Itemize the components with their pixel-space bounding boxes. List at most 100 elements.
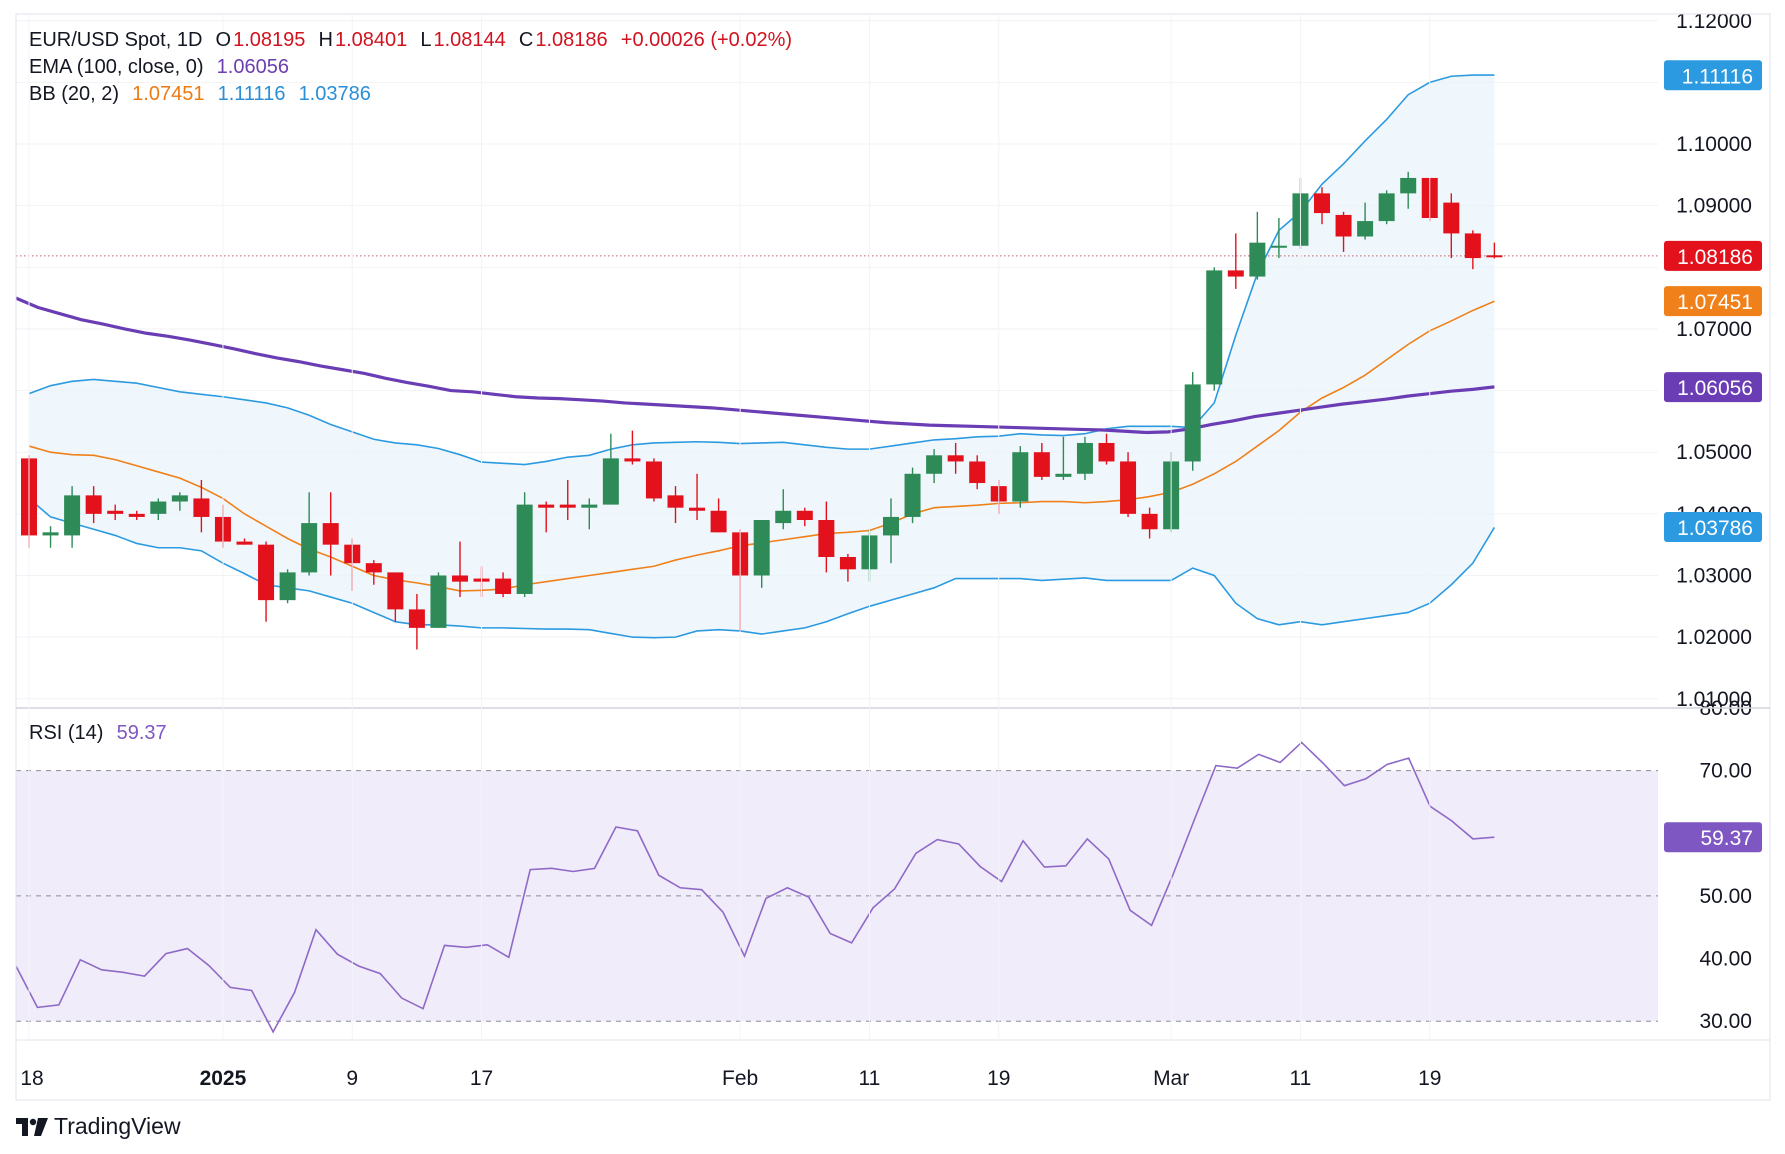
candle-body	[193, 498, 210, 517]
time-tick-label: 19	[987, 1067, 1010, 1090]
ema-legend-label[interactable]: EMA (100, close, 0)	[29, 56, 204, 78]
candle-body	[1206, 270, 1223, 385]
candle-body	[947, 455, 964, 462]
candle-body	[1055, 473, 1072, 477]
time-tick-label: 11	[1290, 1067, 1312, 1090]
rsi-legend-label[interactable]: RSI (14)	[29, 722, 104, 744]
legend-low-value: 1.08144	[433, 29, 506, 51]
price-tick-label: 1.03000	[1676, 564, 1752, 587]
candle-body	[1464, 233, 1481, 259]
ema-100-line	[15, 296, 1495, 435]
candle-body	[667, 495, 684, 508]
candle-body	[171, 495, 188, 502]
candle-body	[365, 563, 382, 573]
candle-body	[839, 556, 856, 570]
time-tick-label: 17	[470, 1067, 493, 1090]
bb-legend-upper: 1.11116	[217, 83, 286, 105]
candle-body	[1270, 245, 1287, 248]
candle-body	[387, 572, 404, 610]
legend-close-value: 1.08186	[535, 29, 608, 51]
candle-body	[775, 510, 792, 524]
price-tag-label: 1.07451	[1677, 291, 1753, 314]
price-tag-label: 1.03786	[1677, 517, 1753, 540]
candle-body	[818, 520, 835, 557]
candle-body	[64, 495, 81, 536]
bb-legend-label[interactable]: BB (20, 2)	[29, 83, 120, 105]
candle-body	[258, 544, 275, 601]
price-tag	[1664, 286, 1762, 317]
candle-body	[322, 523, 339, 545]
candle-body	[1141, 513, 1158, 530]
legend-change: +0.00026 (+0.02%)	[620, 29, 793, 51]
time-tick-label: Feb	[722, 1067, 758, 1090]
candle-body	[602, 458, 619, 505]
candle-body	[1012, 452, 1029, 502]
price-tag	[1664, 512, 1762, 543]
time-tick-label: Mar	[1153, 1067, 1189, 1090]
rsi-legend: RSI (14) 59.37	[29, 722, 169, 745]
price-tag	[1664, 60, 1762, 91]
ema-legend-value: 1.06056	[216, 56, 289, 78]
candle-body	[1098, 442, 1115, 462]
candle-body	[969, 461, 986, 484]
tradingview-logo-icon	[16, 1117, 48, 1136]
ema-legend: EMA (100, close, 0) 1.06056	[29, 56, 291, 79]
legend-close-label: C	[518, 29, 534, 51]
legend-high-label: H	[318, 29, 333, 51]
candle-body	[301, 523, 318, 573]
price-tag-label: 1.08186	[1677, 246, 1753, 269]
price-tick-label: 1.05000	[1676, 441, 1752, 464]
candle-body	[236, 541, 253, 545]
candle-body	[452, 575, 468, 582]
bollinger-upper-line	[28, 74, 1495, 466]
chart-frame	[15, 13, 1771, 1101]
legend-high-value: 1.08401	[334, 29, 408, 51]
candle-body	[430, 575, 447, 628]
time-tick-label: 2025	[200, 1067, 247, 1090]
candle-body	[624, 458, 641, 462]
rsi-line	[15, 741, 1495, 1034]
candle-body	[710, 510, 727, 533]
candle-body	[1378, 193, 1395, 222]
candle-body	[279, 572, 296, 601]
candle-body	[1249, 242, 1266, 277]
candle-body	[495, 578, 512, 594]
tradingview-brand[interactable]: TradingView	[16, 1113, 181, 1140]
candle-body	[150, 501, 167, 514]
candle-body	[1033, 452, 1050, 477]
legend-open-label: O	[215, 29, 232, 51]
rsi-pane	[15, 741, 1658, 1034]
rsi-legend-value: 59.37	[116, 722, 167, 744]
candle-body	[408, 609, 425, 628]
legend-open-value: 1.08195	[233, 29, 306, 51]
rsi-value-tag-label: 59.37	[1700, 827, 1753, 850]
candle-body	[1486, 255, 1503, 258]
time-tick-label: 18	[20, 1067, 43, 1090]
bb-legend-basis: 1.07451	[132, 83, 205, 105]
candle-body	[904, 473, 921, 517]
legend-low-label: L	[420, 29, 432, 51]
price-tag	[1664, 240, 1762, 271]
candle-body	[1314, 193, 1330, 214]
candle-body	[753, 520, 770, 576]
candle-body	[1120, 461, 1137, 514]
price-tick-label: 1.01000	[1676, 688, 1752, 711]
candle-body	[1443, 202, 1460, 234]
price-tick-label: 1.02000	[1676, 626, 1752, 649]
candle-body	[85, 495, 102, 514]
time-axis: 18 2025 9 17 Feb 11 19 Mar 11 19	[20, 1067, 1441, 1090]
candle-body	[796, 510, 813, 521]
candle-body	[559, 504, 576, 508]
candle-body	[883, 516, 899, 536]
price-axis: 1.120001.100001.090001.070001.050001.040…	[1664, 10, 1762, 1033]
price-tag-label: 1.06056	[1677, 377, 1753, 400]
price-tick-label: 1.12000	[1676, 10, 1752, 33]
candle-body	[1335, 214, 1352, 237]
price-pane	[15, 20, 1658, 700]
legend-symbol[interactable]: EUR/USD Spot, 1D	[29, 29, 203, 51]
candle-body	[128, 513, 145, 517]
rsi-tick-label: 40.00	[1699, 948, 1752, 971]
candle-body	[107, 510, 124, 514]
candle-body	[1227, 270, 1244, 277]
